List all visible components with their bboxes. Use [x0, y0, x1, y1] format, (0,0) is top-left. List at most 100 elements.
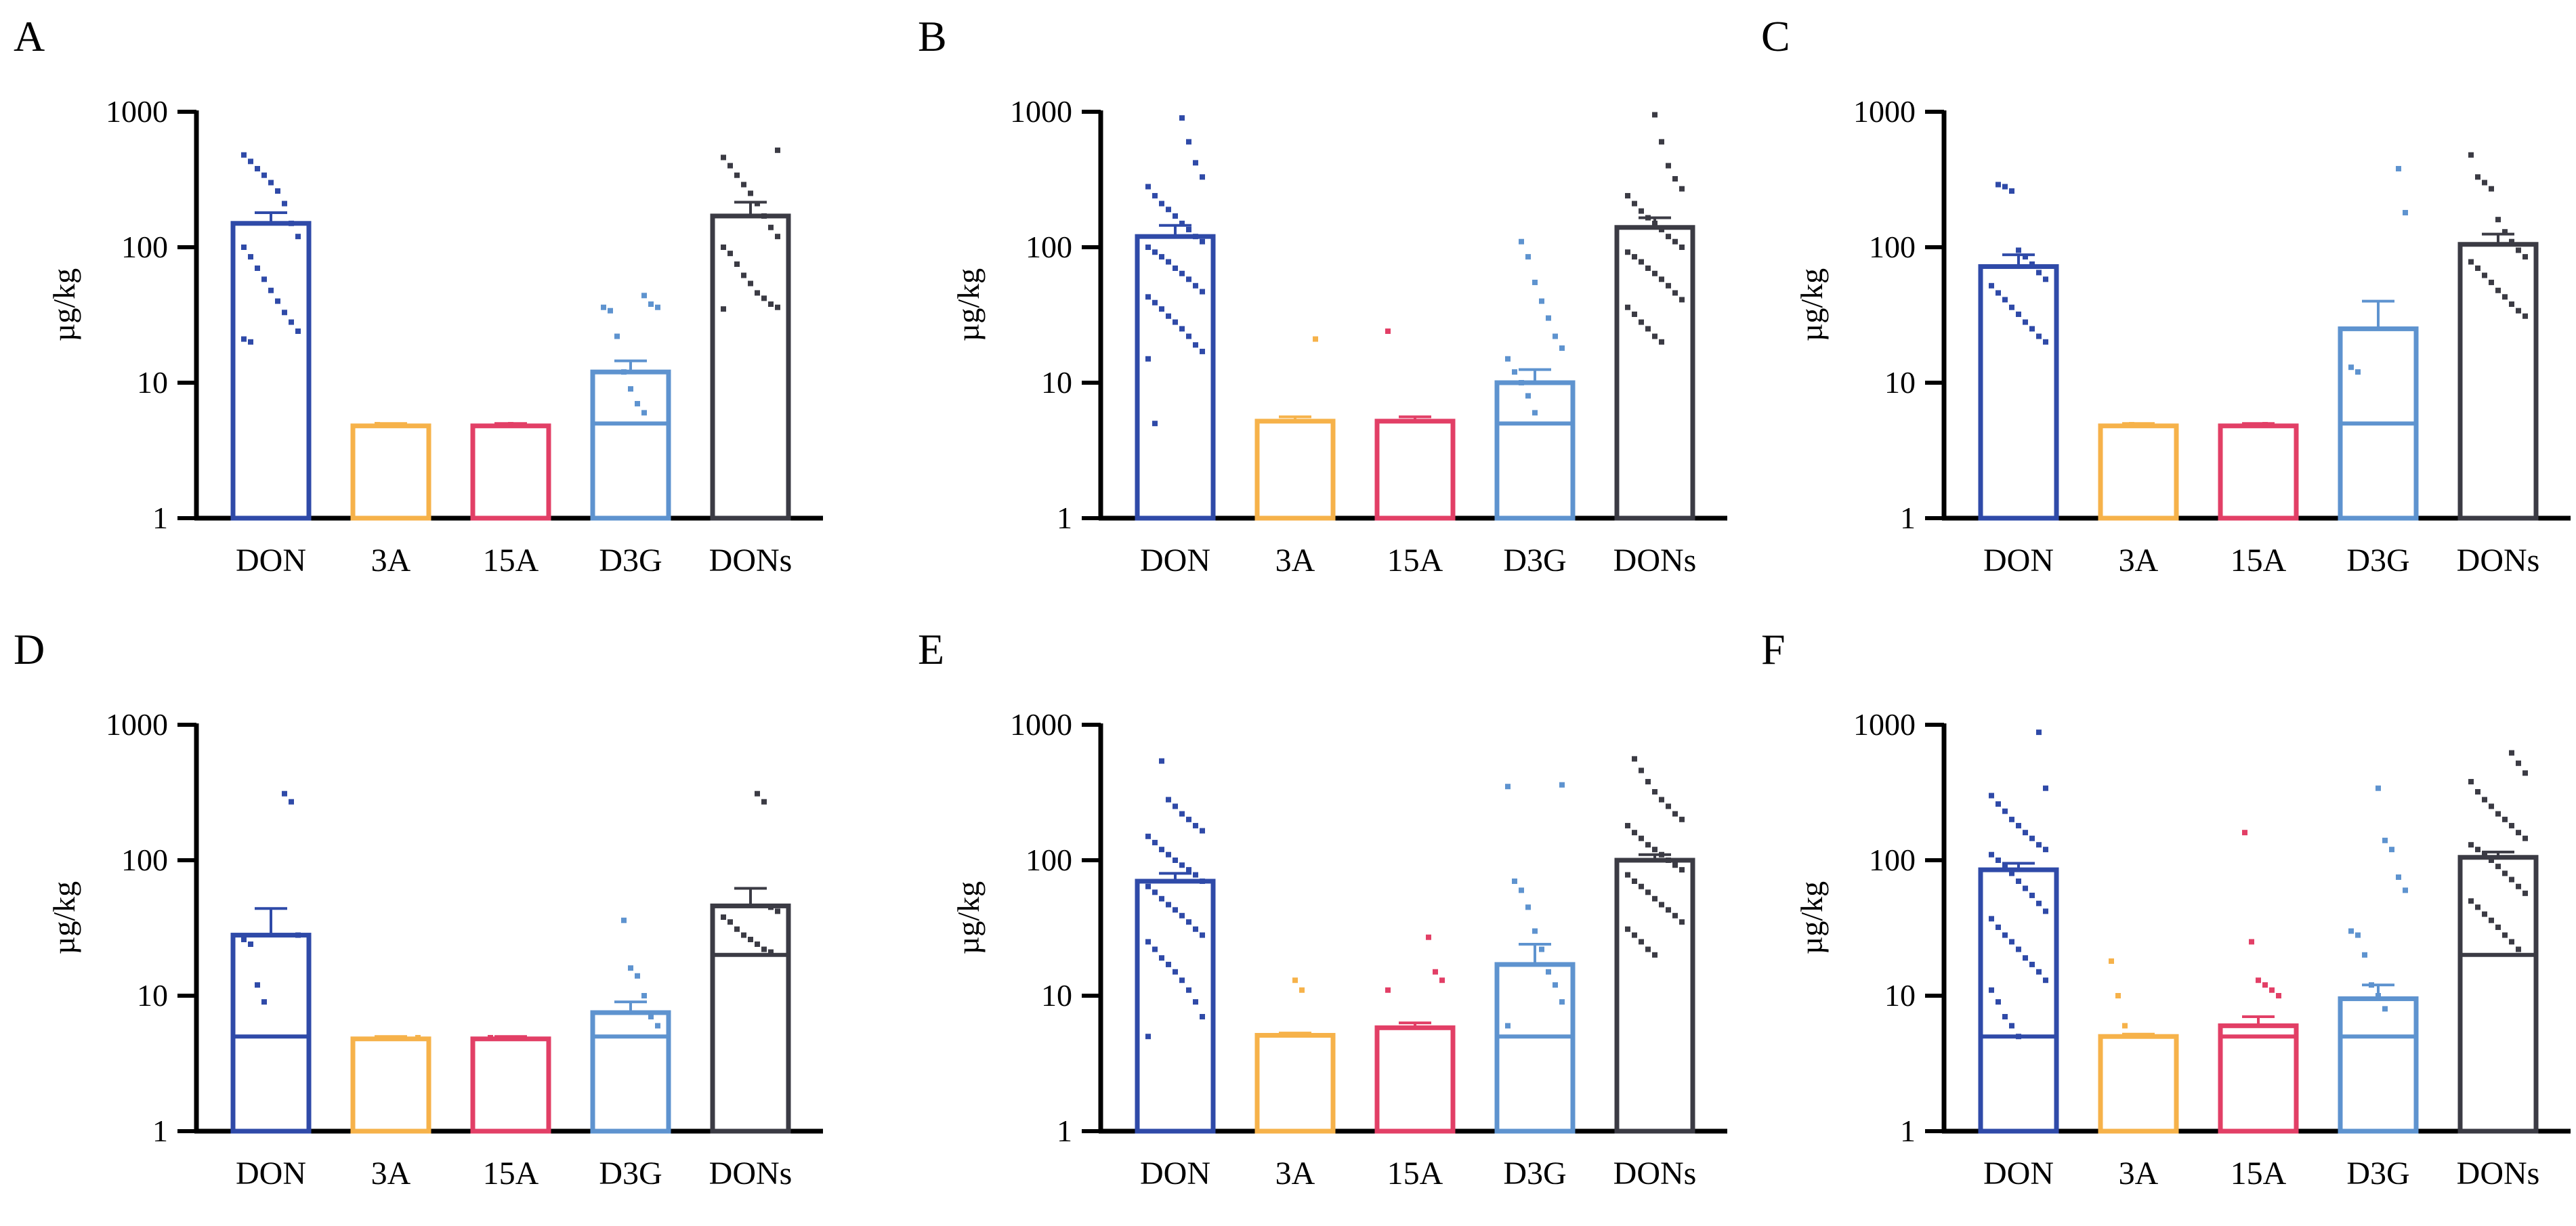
data-point	[1652, 112, 1657, 118]
category-label: 15A	[1387, 543, 1443, 578]
data-point	[2016, 1034, 2021, 1040]
y-tick-label: 1000	[1853, 94, 1916, 129]
data-point	[1200, 878, 1205, 884]
data-point	[2468, 259, 2474, 265]
data-point	[2495, 217, 2501, 223]
y-tick-label: 100	[121, 230, 168, 264]
data-point	[1659, 797, 1664, 803]
data-point	[1200, 828, 1205, 834]
data-point	[655, 1023, 660, 1029]
bar-3a	[350, 423, 431, 521]
data-point	[2036, 900, 2042, 906]
data-point	[508, 421, 513, 427]
y-axis-label: µg/kg	[951, 268, 986, 341]
data-point	[2468, 898, 2474, 904]
data-point	[1186, 867, 1191, 873]
data-point	[1159, 955, 1164, 961]
category-label: 15A	[2231, 1156, 2287, 1191]
data-point	[1193, 234, 1198, 240]
data-point	[1672, 912, 1678, 918]
data-point	[1193, 999, 1198, 1005]
data-point	[2043, 339, 2048, 345]
data-point	[1632, 254, 1637, 260]
panel-E: Eµg/kg 1 10 100 1000 DON 3A 15A D3G DONs	[918, 625, 1727, 1191]
data-point	[2016, 822, 2021, 828]
data-point	[1625, 249, 1630, 255]
data-point	[1173, 969, 1178, 975]
data-point	[1652, 847, 1657, 853]
data-point	[721, 154, 726, 161]
data-point	[2516, 308, 2521, 314]
data-point	[488, 1034, 493, 1040]
data-point	[1525, 254, 1531, 260]
data-point	[2002, 932, 2008, 938]
data-point	[2495, 864, 2501, 870]
data-point	[1152, 946, 1158, 952]
data-point	[2489, 186, 2494, 192]
data-point	[2029, 961, 2035, 967]
bar-d3g	[1494, 962, 1576, 1134]
data-point	[775, 304, 780, 310]
data-point	[2522, 835, 2528, 841]
data-point	[1639, 259, 1644, 265]
bar-d3g	[590, 1010, 671, 1134]
data-point	[755, 200, 760, 207]
data-point	[2509, 238, 2514, 245]
y-tick-label: 100	[121, 843, 168, 877]
data-point	[2502, 816, 2508, 822]
data-point	[1666, 234, 1671, 240]
data-point	[1173, 907, 1178, 913]
data-point	[1166, 961, 1171, 967]
bar-3a	[1254, 1032, 1336, 1134]
data-point	[1179, 912, 1185, 918]
data-point	[775, 908, 780, 914]
data-point	[2489, 858, 2494, 863]
data-point	[282, 310, 287, 316]
data-point	[2355, 369, 2361, 375]
data-point	[1632, 878, 1637, 884]
data-point	[1159, 200, 1164, 207]
data-point	[1666, 858, 1671, 863]
data-point	[1989, 282, 1994, 289]
data-point	[1200, 1013, 1205, 1019]
data-point	[1292, 977, 1298, 984]
data-point	[1186, 333, 1191, 339]
category-label: DONs	[1613, 543, 1697, 578]
y-tick-label: 10	[1041, 978, 1072, 1013]
bar-dons	[1614, 858, 1695, 1134]
data-point	[1679, 245, 1685, 250]
data-point	[2348, 364, 2354, 371]
data-point	[2043, 908, 2048, 914]
data-point	[2002, 297, 2008, 303]
data-point	[734, 261, 740, 267]
data-point	[1532, 279, 1538, 285]
data-point	[1679, 919, 1685, 925]
data-point	[1996, 182, 2001, 188]
data-point	[1186, 226, 1191, 232]
data-point	[2495, 811, 2501, 817]
panel-letter: F	[1761, 625, 1786, 673]
y-tick-label: 1000	[1010, 707, 1072, 742]
data-point	[1639, 883, 1644, 889]
data-point	[1996, 999, 2001, 1005]
data-point	[2036, 270, 2042, 276]
data-point	[2262, 421, 2268, 427]
y-tick-label: 1000	[1853, 707, 1916, 742]
data-point	[2016, 311, 2021, 317]
y-tick-label: 100	[1869, 230, 1916, 264]
data-point	[1652, 333, 1657, 339]
bar-don	[230, 221, 312, 521]
panel-B: Bµg/kg 1 10 100 1000 DON 3A 15A D3G DONs	[918, 12, 1727, 578]
data-point	[741, 932, 746, 938]
y-tick-label: 10	[1884, 365, 1916, 400]
panel-letter: D	[14, 625, 45, 673]
y-tick-label: 1	[1900, 1114, 1916, 1148]
data-point	[741, 182, 746, 188]
data-point	[1625, 926, 1630, 932]
data-point	[1679, 867, 1685, 873]
data-point	[2369, 982, 2374, 988]
data-point	[1512, 878, 1517, 884]
category-label: 3A	[371, 1156, 411, 1191]
y-tick-label: 10	[137, 365, 168, 400]
data-point	[1639, 319, 1644, 325]
